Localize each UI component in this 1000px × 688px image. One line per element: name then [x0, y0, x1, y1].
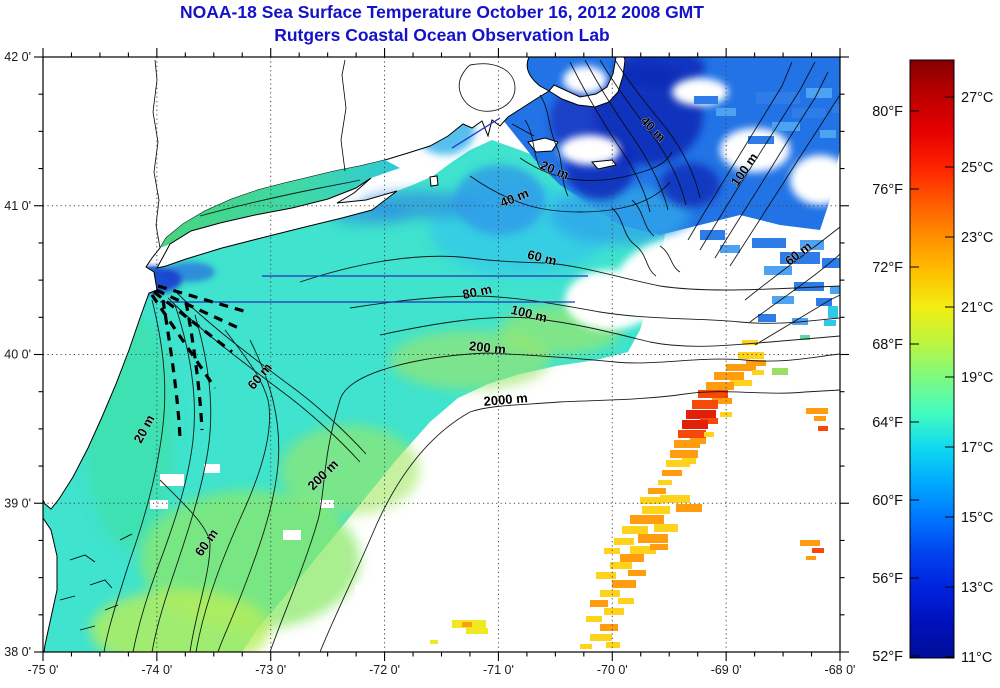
y-axis-labels: 42 0' 41 0' 40 0' 39 0' 38 0' — [4, 50, 31, 659]
colorbar-fahrenheit-label: 52°F — [872, 649, 903, 665]
colorbar: 80°F 76°F 72°F 68°F 64°F 60°F 56°F 52°F 27°C 25°C… — [872, 59, 993, 666]
long-island-coast — [156, 177, 398, 269]
colorbar-fahrenheit-label: 76°F — [872, 182, 903, 198]
y-axis-tick-label: 41 0' — [4, 199, 31, 213]
colorbar-celsius-label: 25°C — [961, 160, 993, 176]
long-island-sound-water — [160, 160, 400, 248]
colorbar-celsius-label: 17°C — [961, 440, 993, 456]
colorbar-gradient — [909, 59, 955, 659]
colorbar-labels: 80°F 76°F 72°F 68°F 64°F 60°F 56°F 52°F 27°C 25°C… — [872, 90, 993, 666]
colorbar-celsius-label: 15°C — [961, 510, 993, 526]
title-block: NOAA-18 Sea Surface Temperature October … — [0, 1, 884, 47]
contour-depth-label: 60 m — [526, 247, 558, 269]
cape-cod-coast — [548, 57, 626, 108]
contour-depth-label: 2000 m — [483, 390, 528, 409]
glider-track-dashed-lines — [150, 284, 248, 439]
colorbar-fahrenheit-label: 72°F — [872, 260, 903, 276]
figure-subtitle: Rutgers Coastal Ocean Observation Lab — [274, 25, 610, 45]
x-axis-tick-label: -68 0' — [825, 663, 856, 677]
x-axis-tick-label: -69 0' — [711, 663, 742, 677]
land-layer — [43, 57, 626, 652]
figure-title: NOAA-18 Sea Surface Temperature October … — [180, 2, 704, 22]
y-axis-tick-label: 40 0' — [4, 348, 31, 362]
axis-ticks — [34, 48, 849, 661]
colorbar-celsius-label: 21°C — [961, 300, 993, 316]
cloud-gaps — [560, 66, 840, 335]
block-island — [429, 175, 439, 187]
x-axis-labels: -75 0' -74 0' -73 0' -72 0' -71 0' -70 0' -69 … — [28, 663, 856, 677]
blue-pixel-patches — [694, 88, 840, 375]
contour-depth-label: 200 m — [468, 338, 506, 357]
y-axis-tick-label: 39 0' — [4, 496, 31, 510]
colorbar-fahrenheit-label: 80°F — [872, 104, 903, 120]
ocean-sst-layer — [43, 57, 840, 652]
colorbar-celsius-label: 13°C — [961, 580, 993, 596]
nantucket-island — [590, 159, 617, 170]
x-axis-tick-label: -74 0' — [141, 663, 172, 677]
x-axis-tick-label: -73 0' — [255, 663, 286, 677]
colorbar-celsius-label: 27°C — [961, 90, 993, 106]
colorbar-celsius-label: 23°C — [961, 230, 993, 246]
cloud-specks — [150, 464, 377, 597]
colorbar-ticks — [910, 96, 954, 658]
colorbar-celsius-label: 19°C — [961, 370, 993, 386]
blue-transect-lines — [160, 117, 588, 303]
colorbar-fahrenheit-label: 68°F — [872, 337, 903, 353]
x-axis-tick-label: -72 0' — [369, 663, 400, 677]
contour-depth-label: 80 m — [461, 281, 493, 302]
colorbar-fahrenheit-label: 64°F — [872, 415, 903, 431]
colorbar-celsius-label: 11°C — [961, 650, 992, 666]
warm-streamer-pixels — [430, 340, 828, 649]
river-and-marsh-detail — [59, 59, 535, 631]
colorbar-fahrenheit-label: 60°F — [872, 493, 903, 509]
colorbar-fahrenheit-label: 56°F — [872, 571, 903, 587]
bathymetry-contours — [103, 59, 840, 652]
x-axis-tick-label: -75 0' — [28, 663, 59, 677]
y-axis-tick-label: 38 0' — [4, 645, 31, 659]
x-axis-tick-label: -70 0' — [597, 663, 628, 677]
gridlines — [43, 57, 840, 652]
y-axis-tick-label: 42 0' — [4, 50, 31, 64]
transect-lines — [150, 117, 588, 439]
x-axis-tick-label: -71 0' — [483, 663, 514, 677]
